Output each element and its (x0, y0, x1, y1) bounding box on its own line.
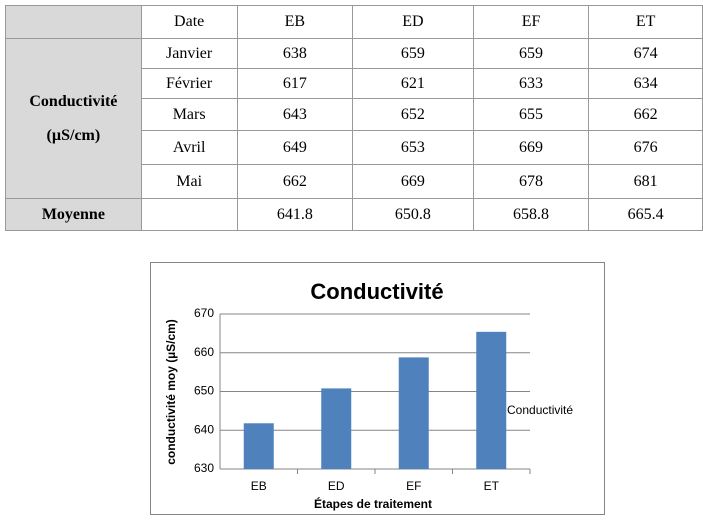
table-cell: 669 (472, 130, 590, 165)
chart: Conductivité Étapes de traitement conduc… (150, 262, 605, 515)
bar (243, 423, 274, 469)
header-cell: EB (236, 5, 354, 39)
bar (476, 331, 507, 469)
table-cell: 643 (236, 98, 354, 131)
table-cell: 669 (352, 164, 474, 199)
table-cell: 662 (588, 98, 703, 131)
bar (398, 357, 429, 469)
chart-title: Conductivité (310, 279, 443, 304)
footer-cell: 658.8 (472, 198, 590, 231)
footer-cell: 665.4 (588, 198, 703, 231)
table-cell: Mai (140, 164, 238, 199)
table-cell: 678 (472, 164, 590, 199)
legend-label: Conductivité (507, 403, 573, 417)
x-tick-label: ET (484, 479, 500, 493)
table-cell: 662 (236, 164, 354, 199)
header-cell: ED (352, 5, 474, 39)
table-cell: 655 (472, 98, 590, 131)
table-cell: 659 (472, 38, 590, 69)
y-tick-label: 630 (194, 461, 214, 475)
chart-frame (150, 262, 605, 515)
footer-cell: 641.8 (236, 198, 354, 231)
table-cell: 634 (588, 68, 703, 99)
corner-cell (5, 5, 142, 39)
table-cell: Mars (140, 98, 238, 131)
y-tick-label: 670 (194, 306, 214, 320)
table-cell: 649 (236, 130, 354, 165)
header-cell: Date (140, 5, 238, 39)
footer-empty (140, 198, 238, 231)
x-axis-label: Étapes de traitement (314, 496, 432, 511)
table-cell: 659 (352, 38, 474, 69)
table-cell: 674 (588, 38, 703, 69)
y-axis-label: conductivité moy (µS/cm) (164, 319, 178, 465)
bar (321, 388, 352, 469)
table-cell: 676 (588, 130, 703, 165)
table-cell: 617 (236, 68, 354, 99)
table-cell: 652 (352, 98, 474, 131)
table-cell: Février (140, 68, 238, 99)
y-tick-label: 650 (194, 384, 214, 398)
table-cell: 638 (236, 38, 354, 69)
y-tick-label: 660 (194, 345, 214, 359)
x-tick-label: EF (406, 479, 421, 493)
table-cell: 621 (352, 68, 474, 99)
y-tick-label: 640 (194, 422, 214, 436)
group-text: (µS/cm) (46, 126, 101, 144)
footer-label: Moyenne (5, 198, 142, 231)
data-table: Date EB ED EF ET Conductivité (µS/cm) Janvier 63… (5, 5, 703, 231)
x-tick-label: ED (328, 479, 345, 493)
x-tick-label: EB (251, 479, 267, 493)
footer-cell: 650.8 (352, 198, 474, 231)
header-cell: ET (588, 5, 703, 39)
header-cell: EF (472, 5, 590, 39)
group-cell: Conductivité (µS/cm) (5, 38, 142, 199)
table-cell: Janvier (140, 38, 238, 69)
table-cell: Avril (140, 130, 238, 165)
group-text: Conductivité (29, 92, 118, 110)
table-cell: 633 (472, 68, 590, 99)
table-cell: 681 (588, 164, 703, 199)
table-cell: 653 (352, 130, 474, 165)
